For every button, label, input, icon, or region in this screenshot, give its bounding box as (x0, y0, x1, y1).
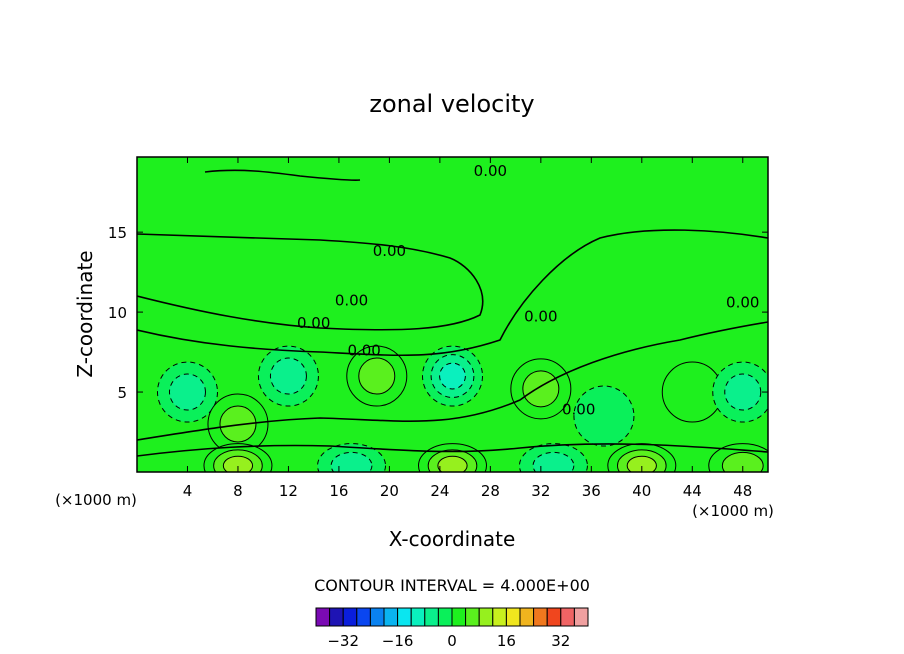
colorbar-swatch (315, 607, 331, 627)
colorbar-swatch (546, 607, 562, 627)
x-axis-ticks: 4 8 12 16 20 24 28 32 36 40 44 48 (183, 157, 752, 500)
colorbar-tick-label: −32 (327, 632, 359, 650)
x-tick-label: 44 (683, 482, 702, 500)
zero-contour-upper (137, 233, 484, 331)
y-axis-label: Z-coordinate (73, 250, 97, 377)
contour-interval-text: CONTOUR INTERVAL = 4.000E+00 (314, 576, 590, 595)
colorbar (315, 607, 589, 627)
contour-region-12-2 (532, 451, 575, 472)
contour-region-1-2 (219, 405, 257, 443)
contour-region-3-2 (358, 357, 396, 395)
contour-field (137, 157, 768, 472)
x-tick-label: 24 (430, 482, 449, 500)
contour-region-0-2 (168, 373, 206, 411)
y-tick-label: 15 (108, 224, 127, 242)
contour-label: 0.00 (726, 293, 759, 311)
x-units-left: (×1000 m) (55, 491, 137, 509)
colorbar-tick-label: −16 (382, 632, 414, 650)
colorbar-swatch (424, 607, 439, 627)
colorbar-swatch (451, 607, 467, 627)
colorbar-swatch (369, 607, 385, 627)
x-tick-label: 48 (733, 482, 752, 500)
contour-region-9-3 (222, 455, 254, 472)
contour-label: 0.00 (474, 162, 507, 180)
y-tick-label: 10 (108, 304, 127, 322)
zero-contour-mid (137, 229, 768, 357)
contour-label: 0.00 (524, 308, 557, 326)
colorbar-tick-label: 16 (497, 632, 516, 650)
contour-label: 0.00 (297, 314, 330, 332)
colorbar-swatch (410, 607, 426, 627)
contour-region-4-3 (439, 362, 466, 390)
colorbar-swatch (342, 607, 358, 627)
colorbar-tick-label: 32 (551, 632, 570, 650)
contour-region-5-2 (522, 370, 560, 408)
x-tick-label: 4 (183, 482, 193, 500)
colorbar-swatch (492, 607, 507, 627)
contour-label: 0.00 (562, 400, 595, 418)
colorbar-swatch (465, 607, 480, 627)
chart-title: zonal velocity (369, 90, 534, 118)
contour-region-10-2 (330, 451, 373, 472)
contour-region-2-2 (269, 357, 307, 395)
colorbar-swatch (329, 607, 344, 627)
colorbar-tick-labels: −32 −16 0 16 32 (327, 632, 570, 650)
colorbar-swatch (437, 607, 453, 627)
colorbar-swatch (573, 607, 589, 627)
x-tick-label: 40 (632, 482, 651, 500)
contour-region-14-2 (721, 451, 764, 472)
x-tick-label: 16 (329, 482, 348, 500)
zero-contour-bottom (137, 443, 768, 457)
x-units-right: (×1000 m) (692, 502, 774, 520)
x-axis-label: X-coordinate (389, 527, 516, 551)
colorbar-swatch (478, 607, 494, 627)
colorbar-swatch (560, 607, 575, 627)
colorbar-swatch (519, 607, 535, 627)
colorbar-swatch (356, 607, 371, 627)
contour-labels: 0.00 0.00 0.00 0.00 0.00 0.00 0.00 0.00 (297, 162, 759, 418)
contour-region-6-1 (573, 385, 635, 447)
x-tick-label: 28 (481, 482, 500, 500)
colorbar-swatch (533, 607, 548, 627)
contour-region-11-3 (437, 455, 468, 472)
zero-contour-top (204, 169, 361, 181)
x-tick-label: 12 (279, 482, 298, 500)
colorbar-swatch (505, 607, 521, 627)
zero-contour-lower (137, 321, 768, 441)
colorbar-swatch (383, 607, 399, 627)
x-tick-label: 36 (582, 482, 601, 500)
x-tick-label: 32 (531, 482, 550, 500)
x-tick-label: 20 (380, 482, 399, 500)
contour-region-8-2 (724, 373, 762, 411)
plot-frame (136, 156, 769, 473)
x-tick-label: 8 (233, 482, 243, 500)
colorbar-tick-label: 0 (447, 632, 457, 650)
y-tick-label: 5 (117, 384, 127, 402)
contour-label: 0.00 (347, 341, 380, 359)
contour-region-13-3 (626, 455, 657, 472)
contour-label: 0.00 (373, 242, 406, 260)
contour-label: 0.00 (335, 292, 368, 310)
colorbar-swatch (397, 607, 412, 627)
y-axis-ticks: 5 10 15 (108, 224, 768, 402)
